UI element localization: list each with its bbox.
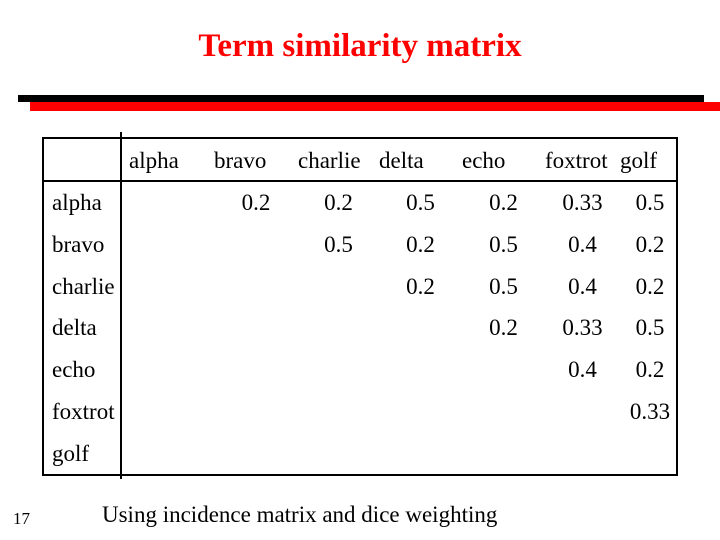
row-header-alpha: alpha (52, 190, 102, 216)
cell-foxtrot-echo (462, 391, 545, 433)
table-column-header-divider (42, 180, 678, 182)
cell-foxtrot-alpha (122, 391, 214, 433)
cell-bravo-bravo (214, 224, 298, 266)
cell-echo-delta (379, 349, 462, 391)
cell-charlie-delta: 0.2 (406, 273, 435, 299)
matrix-grid: alpha bravo charlie delta echo foxtrot golf alp… (44, 139, 676, 474)
row-header-echo: echo (52, 357, 96, 383)
cell-golf-charlie (298, 432, 379, 474)
column-header-golf: golf (620, 148, 658, 173)
column-header-charlie: charlie (298, 148, 361, 173)
cell-foxtrot-foxtrot (545, 391, 620, 433)
cell-golf-echo (462, 432, 545, 474)
column-header-foxtrot: foxtrot (545, 148, 608, 173)
cell-echo-foxtrot: 0.4 (568, 357, 597, 383)
corner-cell (44, 139, 122, 182)
column-header-bravo: bravo (214, 148, 267, 173)
table-row-header-divider (120, 132, 122, 479)
cell-delta-bravo (214, 307, 298, 349)
slide-title: Term similarity matrix (198, 28, 522, 64)
cell-golf-bravo (214, 432, 298, 474)
cell-bravo-golf: 0.2 (635, 232, 665, 258)
cell-foxtrot-bravo (214, 391, 298, 433)
term-similarity-matrix-table: alpha bravo charlie delta echo foxtrot golf alp… (42, 132, 678, 479)
cell-foxtrot-golf: 0.33 (629, 398, 671, 424)
cell-alpha-golf: 0.5 (635, 190, 665, 216)
caption-text: Using incidence matrix and dice weightin… (102, 502, 498, 527)
cell-delta-delta (379, 307, 462, 349)
cell-golf-foxtrot (545, 432, 620, 474)
cell-echo-echo (462, 349, 545, 391)
cell-golf-golf (620, 432, 680, 474)
cell-charlie-golf: 0.2 (635, 273, 665, 299)
page-number: 17 (13, 509, 30, 528)
cell-delta-echo: 0.2 (489, 315, 518, 341)
row-header-bravo: bravo (52, 232, 105, 258)
cell-alpha-echo: 0.2 (489, 190, 518, 216)
cell-echo-golf: 0.2 (635, 357, 665, 383)
divider-line-red (30, 102, 720, 111)
column-header-echo: echo (462, 148, 506, 173)
cell-delta-alpha (122, 307, 214, 349)
cell-golf-delta (379, 432, 462, 474)
divider-line-black (18, 95, 704, 102)
cell-bravo-charlie: 0.5 (324, 232, 353, 258)
cell-alpha-foxtrot: 0.33 (562, 190, 603, 216)
cell-alpha-delta: 0.5 (406, 190, 435, 216)
row-header-golf: golf (52, 440, 90, 466)
cell-bravo-delta: 0.2 (406, 232, 435, 258)
row-header-delta: delta (52, 315, 97, 341)
cell-bravo-foxtrot: 0.4 (568, 232, 597, 258)
cell-bravo-echo: 0.5 (489, 232, 518, 258)
cell-charlie-echo: 0.5 (489, 273, 518, 299)
column-header-delta: delta (379, 148, 424, 173)
cell-delta-charlie (298, 307, 379, 349)
cell-charlie-foxtrot: 0.4 (568, 273, 597, 299)
cell-golf-alpha (122, 432, 214, 474)
cell-charlie-charlie (298, 265, 379, 307)
cell-foxtrot-delta (379, 391, 462, 433)
column-header-alpha: alpha (129, 148, 179, 173)
cell-delta-golf: 0.5 (635, 315, 665, 341)
cell-alpha-bravo: 0.2 (241, 190, 271, 216)
cell-echo-charlie (298, 349, 379, 391)
cell-echo-bravo (214, 349, 298, 391)
cell-alpha-charlie: 0.2 (324, 190, 353, 216)
cell-charlie-alpha (122, 265, 214, 307)
cell-bravo-alpha (122, 224, 214, 266)
cell-foxtrot-charlie (298, 391, 379, 433)
cell-echo-alpha (122, 349, 214, 391)
cell-alpha-alpha (122, 182, 214, 224)
row-header-foxtrot: foxtrot (52, 398, 115, 424)
row-header-charlie: charlie (52, 273, 115, 299)
cell-delta-foxtrot: 0.33 (562, 315, 603, 341)
cell-charlie-bravo (214, 265, 298, 307)
